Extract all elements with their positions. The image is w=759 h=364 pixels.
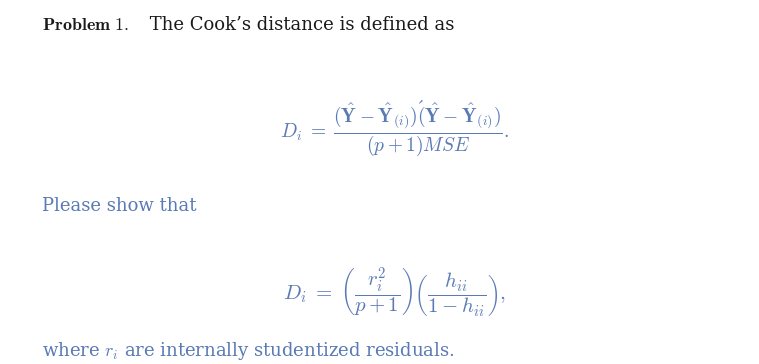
Text: $D_i \;=\; \dfrac{(\hat{\mathbf{Y}} - \hat{\mathbf{Y}}_{(i)})\'(\hat{\mathbf{Y}}: $D_i \;=\; \dfrac{(\hat{\mathbf{Y}} - \h… bbox=[280, 98, 509, 158]
Text: $D_i \;=\; \left(\dfrac{r_i^2}{p+1}\right)\left(\dfrac{h_{ii}}{1-h_{ii}}\right),: $D_i \;=\; \left(\dfrac{r_i^2}{p+1}\righ… bbox=[283, 266, 506, 320]
Text: where $r_i$ are internally studentized residuals.: where $r_i$ are internally studentized r… bbox=[42, 340, 455, 362]
Text: $\mathbf{Problem\ 1.}$: $\mathbf{Problem\ 1.}$ bbox=[42, 16, 129, 34]
Text: Please show that: Please show that bbox=[42, 197, 197, 214]
Text: The Cook’s distance is defined as: The Cook’s distance is defined as bbox=[144, 16, 455, 34]
